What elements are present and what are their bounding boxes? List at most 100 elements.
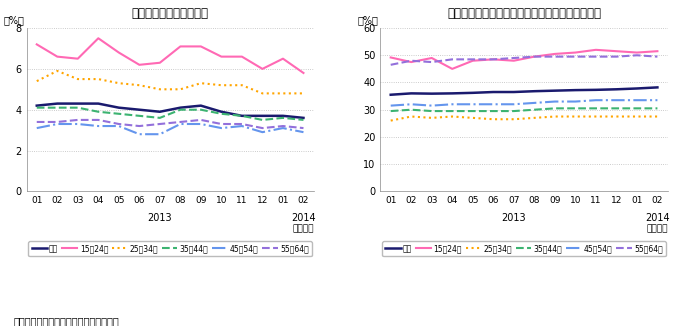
- 45〜54歳: [448, 102, 457, 106]
- 55〜64歳: [196, 118, 205, 122]
- 25〜34歳: [530, 116, 539, 120]
- 総数: [258, 114, 266, 118]
- 55〜64歳: [53, 120, 62, 124]
- 35〜44歳: [135, 114, 144, 118]
- 15〜24歳: [135, 63, 144, 67]
- 35〜44歳: [115, 112, 123, 116]
- 55〜64歳: [115, 122, 123, 126]
- 35〜44歳: [238, 114, 246, 118]
- Line: 15〜24歳: 15〜24歳: [37, 38, 303, 73]
- 総数: [633, 86, 641, 90]
- 35〜44歳: [53, 106, 62, 110]
- 15〜24歳: [217, 55, 226, 59]
- 35〜44歳: [468, 109, 477, 113]
- 15〜24歳: [530, 55, 539, 59]
- 15〜24歳: [653, 49, 661, 53]
- 総数: [550, 89, 559, 93]
- Text: 2013: 2013: [148, 213, 172, 223]
- 45〜54歳: [530, 101, 539, 105]
- 25〜34歳: [258, 91, 266, 95]
- 55〜64歳: [94, 118, 103, 122]
- 45〜54歳: [489, 102, 498, 106]
- 25〜34歳: [299, 91, 307, 95]
- 15〜24歳: [196, 44, 205, 48]
- 45〜54歳: [279, 126, 287, 130]
- 35〜44歳: [94, 110, 103, 114]
- 15〜24歳: [407, 60, 416, 64]
- 35〜44歳: [407, 108, 416, 112]
- 15〜24歳: [489, 57, 498, 61]
- 55〜64歳: [448, 57, 457, 61]
- 総数: [238, 114, 246, 118]
- 25〜34歳: [592, 114, 600, 118]
- Legend: 総数, 15〜24歳, 25〜34歳, 35〜44歳, 45〜54歳, 55〜64歳: 総数, 15〜24歳, 25〜34歳, 35〜44歳, 45〜54歳, 55〜6…: [382, 241, 666, 256]
- 総数: [176, 106, 185, 110]
- 55〜64歳: [33, 120, 41, 124]
- 45〜54歳: [196, 122, 205, 126]
- 55〜64歳: [653, 55, 661, 59]
- 25〜34歳: [633, 114, 641, 118]
- 55〜64歳: [238, 122, 246, 126]
- 総数: [571, 88, 579, 92]
- 55〜64歳: [571, 55, 579, 59]
- Text: 2014: 2014: [645, 213, 670, 223]
- 15〜24歳: [299, 71, 307, 75]
- Line: 総数: 総数: [391, 87, 657, 95]
- Line: 45〜54歳: 45〜54歳: [391, 100, 657, 106]
- 25〜34歳: [115, 81, 123, 85]
- 25〜34歳: [387, 119, 395, 123]
- 総数: [299, 116, 307, 120]
- 55〜64歳: [407, 59, 416, 63]
- 45〜54歳: [407, 102, 416, 106]
- 55〜64歳: [550, 55, 559, 59]
- Line: 総数: 総数: [37, 104, 303, 118]
- 総数: [489, 90, 498, 94]
- 15〜24歳: [571, 51, 579, 54]
- Text: 2014: 2014: [291, 213, 316, 223]
- 35〜44歳: [550, 106, 559, 110]
- Line: 35〜44歳: 35〜44歳: [391, 108, 657, 111]
- 55〜64歳: [592, 55, 600, 59]
- 35〜44歳: [155, 116, 164, 120]
- 25〜34歳: [155, 87, 164, 91]
- 25〜34歳: [33, 79, 41, 83]
- 55〜64歳: [279, 124, 287, 128]
- 総数: [94, 102, 103, 106]
- 総数: [468, 91, 477, 95]
- 45〜54歳: [115, 124, 123, 128]
- 総数: [155, 110, 164, 114]
- 15〜24歳: [258, 67, 266, 71]
- 25〜34歳: [135, 83, 144, 87]
- 45〜54歳: [299, 130, 307, 134]
- 35〜44歳: [387, 109, 395, 113]
- 55〜64歳: [428, 60, 436, 64]
- Legend: 総数, 15〜24歳, 25〜34歳, 35〜44歳, 45〜54歳, 55〜64歳: 総数, 15〜24歳, 25〜34歳, 35〜44歳, 45〜54歳, 55〜6…: [28, 241, 312, 256]
- Text: （%）: （%）: [357, 15, 378, 25]
- 45〜54歳: [53, 122, 62, 126]
- 45〜54歳: [468, 102, 477, 106]
- 55〜64歳: [217, 122, 226, 126]
- 45〜54歳: [155, 132, 164, 136]
- 45〜54歳: [135, 132, 144, 136]
- Line: 45〜54歳: 45〜54歳: [37, 124, 303, 134]
- 45〜54歳: [612, 98, 620, 102]
- 35〜44歳: [592, 106, 600, 110]
- 総数: [592, 88, 600, 92]
- 25〜34歳: [238, 83, 246, 87]
- 25〜34歳: [74, 77, 82, 81]
- 45〜54歳: [258, 130, 266, 134]
- 15〜24歳: [238, 55, 246, 59]
- 25〜34歳: [550, 114, 559, 118]
- 35〜44歳: [633, 106, 641, 110]
- 55〜64歳: [530, 55, 539, 59]
- 45〜54歳: [238, 124, 246, 128]
- 55〜64歳: [633, 53, 641, 57]
- 35〜44歳: [176, 108, 185, 112]
- 25〜34歳: [468, 116, 477, 120]
- 25〜34歳: [509, 117, 518, 121]
- 総数: [279, 114, 287, 118]
- 35〜44歳: [258, 118, 266, 122]
- 45〜54歳: [33, 126, 41, 130]
- 総数: [387, 93, 395, 97]
- 15〜24歳: [53, 55, 62, 59]
